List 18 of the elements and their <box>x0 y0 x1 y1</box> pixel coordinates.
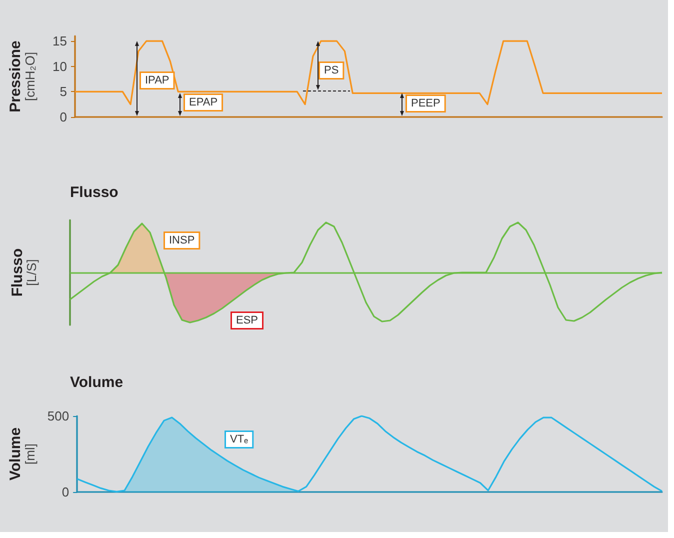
y-tick-label: 5 <box>60 84 67 100</box>
chart-title: Volume <box>70 374 124 391</box>
y-axis-title: Volume [ml] <box>7 427 38 481</box>
annotation: IPAP <box>145 74 170 86</box>
y-tick-label: 500 <box>47 408 70 424</box>
annotation: VTₑ <box>230 434 248 446</box>
annotation: EPAP <box>189 96 218 108</box>
y-tick-label: 0 <box>60 110 67 124</box>
annotation: PEEP <box>411 98 440 110</box>
y-axis-title: Flusso [L/S] <box>9 248 39 297</box>
annotation: PS <box>324 64 339 76</box>
annotation: INSP <box>169 234 195 246</box>
y-tick-label: 0 <box>62 484 70 500</box>
y-tick-label: 10 <box>52 58 67 74</box>
chart-title: Flusso <box>70 184 118 201</box>
annotation: ESP <box>236 314 258 326</box>
y-axis-title: Pressione [cmH₂O] <box>7 40 38 112</box>
y-tick-label: 15 <box>52 34 67 49</box>
